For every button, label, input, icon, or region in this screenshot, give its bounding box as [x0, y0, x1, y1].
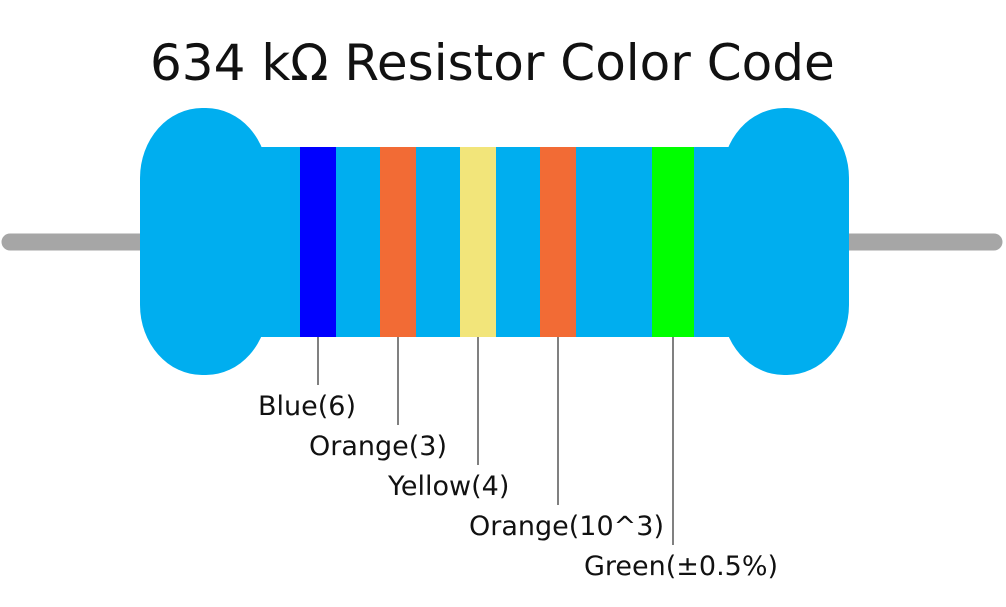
color-band [460, 147, 496, 337]
band-label: Blue(6) [258, 391, 356, 422]
color-band [300, 147, 336, 337]
right-cap [722, 108, 849, 375]
band-label: Green(±0.5%) [584, 551, 778, 582]
color-band [540, 147, 576, 337]
color-band [652, 147, 694, 337]
color-band [380, 147, 416, 337]
bands: Blue(6) Orange(3) Yellow(4) Orange(10^3) Gre… [258, 147, 778, 582]
band-label: Orange(3) [309, 431, 447, 462]
title: 634 kΩ Resistor Color Code [150, 34, 835, 92]
band-label: Yellow(4) [387, 471, 509, 502]
left-cap [140, 108, 268, 375]
band-label: Orange(10^3) [469, 511, 664, 542]
